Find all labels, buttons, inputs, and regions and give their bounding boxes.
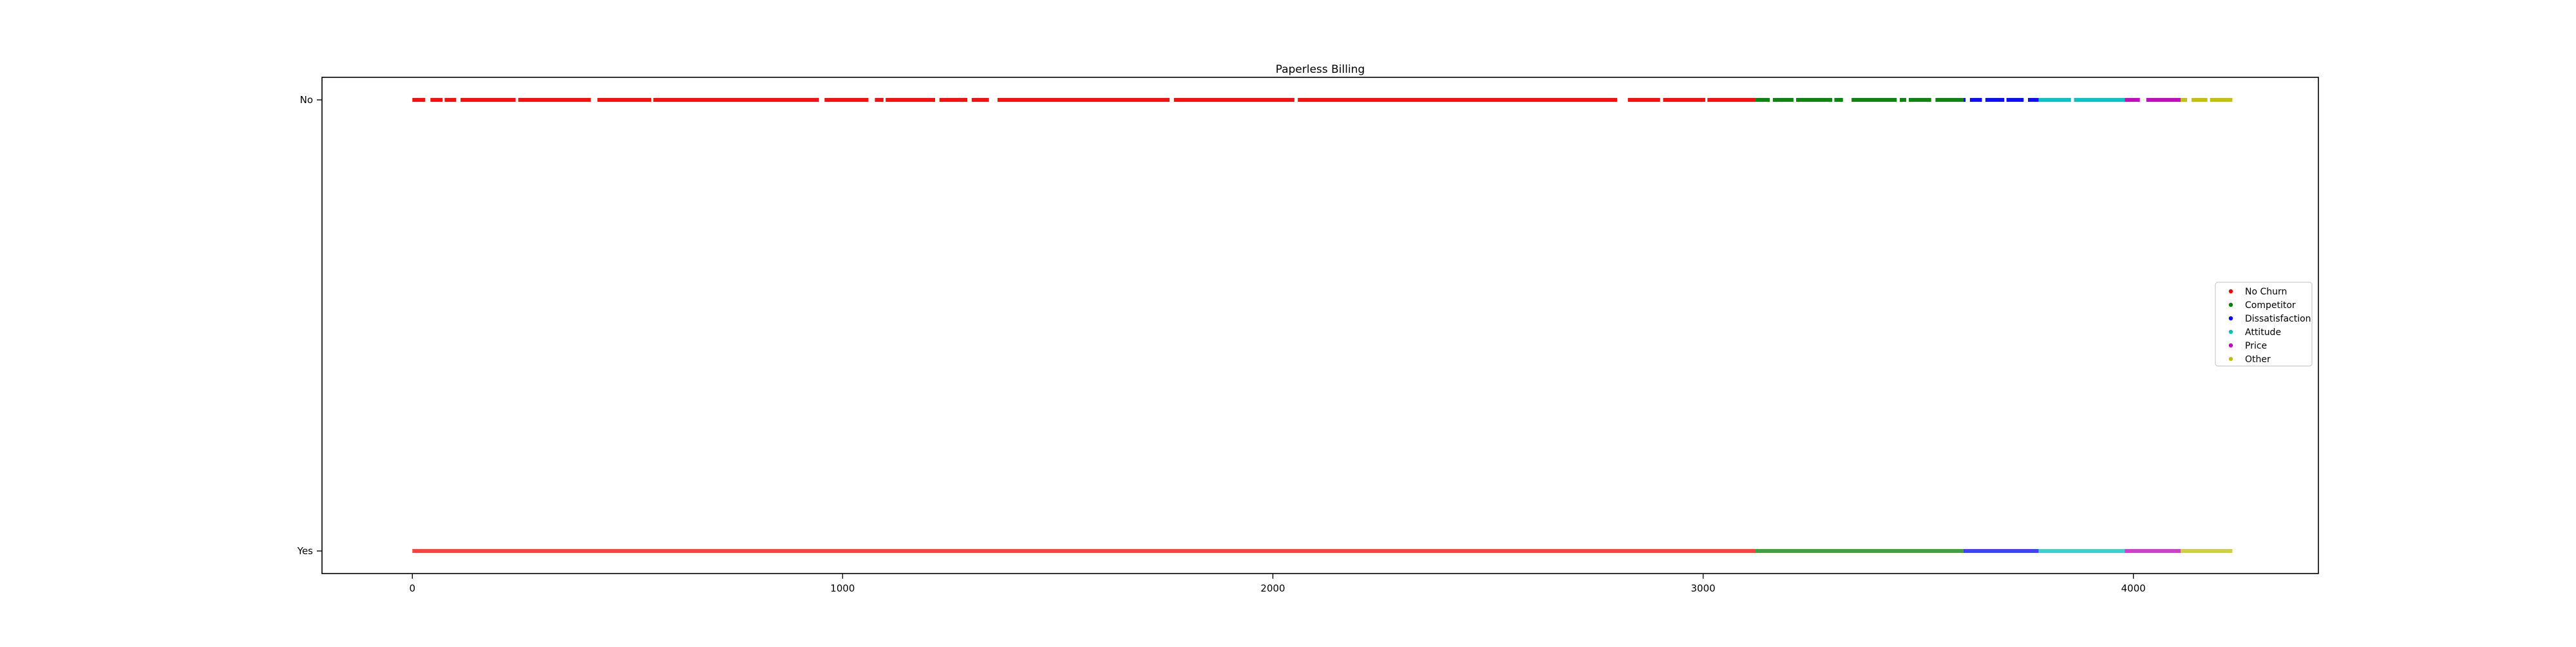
legend-label: Competitor — [2245, 300, 2296, 311]
legend-label: Other — [2245, 354, 2271, 365]
legend-marker — [2228, 302, 2233, 307]
x-tick-label: 4000 — [2121, 583, 2146, 594]
legend: No Churn Competitor Dissatisfaction Attitud… — [2215, 282, 2313, 367]
x-axis: 0 1000 2000 3000 4000 — [410, 574, 2146, 594]
legend-box — [2215, 282, 2313, 367]
chart-title: Paperless Billing — [1276, 63, 1365, 76]
legend-marker — [2228, 329, 2233, 334]
legend-marker — [2228, 289, 2233, 294]
x-tick-label: 1000 — [830, 583, 855, 594]
legend-marker — [2228, 343, 2233, 348]
x-tick-label: 0 — [410, 583, 416, 594]
y-tick-label: No — [300, 94, 313, 106]
plot-marks — [412, 98, 2233, 553]
x-tick-label: 2000 — [1260, 583, 1285, 594]
legend-label: Attitude — [2245, 327, 2281, 338]
y-tick-label: Yes — [297, 545, 313, 557]
y-axis: Yes No — [297, 94, 322, 557]
legend-label: Dissatisfaction — [2245, 314, 2311, 324]
legend-label: No Churn — [2245, 287, 2287, 297]
legend-marker — [2228, 316, 2233, 321]
plot-frame — [321, 77, 2319, 574]
legend-marker — [2228, 356, 2233, 362]
legend-label: Price — [2245, 341, 2267, 351]
x-tick-label: 3000 — [1691, 583, 1716, 594]
